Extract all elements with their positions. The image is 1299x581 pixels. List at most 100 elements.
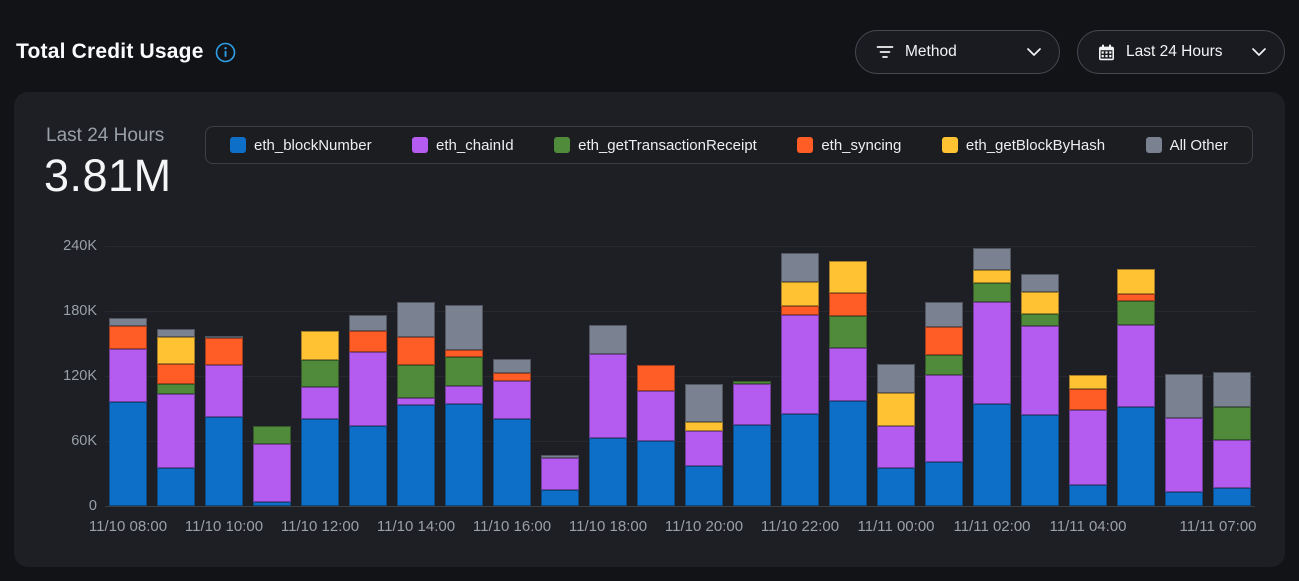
bar-segment[interactable]: [1213, 371, 1251, 408]
bar-segment[interactable]: [541, 489, 579, 506]
stacked-bar[interactable]: [1117, 268, 1155, 506]
bar-segment[interactable]: [157, 468, 195, 506]
legend-item[interactable]: All Other: [1145, 137, 1228, 154]
bar-segment[interactable]: [685, 431, 723, 466]
bar-segment[interactable]: [1117, 293, 1155, 302]
bar-segment[interactable]: [637, 441, 675, 506]
stacked-bar[interactable]: [637, 365, 675, 506]
bar-segment[interactable]: [253, 425, 291, 445]
stacked-bar[interactable]: [781, 252, 819, 506]
bar-segment[interactable]: [1213, 439, 1251, 488]
bar-segment[interactable]: [157, 329, 195, 337]
bar-segment[interactable]: [397, 365, 435, 398]
bar-segment[interactable]: [1213, 407, 1251, 440]
bar-segment[interactable]: [445, 404, 483, 506]
legend-item[interactable]: eth_syncing: [797, 137, 901, 154]
stacked-bar[interactable]: [1165, 373, 1203, 506]
bar-segment[interactable]: [397, 337, 435, 366]
info-icon[interactable]: [215, 42, 236, 63]
bar-segment[interactable]: [397, 405, 435, 506]
bar-segment[interactable]: [973, 302, 1011, 405]
stacked-bar[interactable]: [925, 302, 963, 506]
bar-segment[interactable]: [397, 302, 435, 337]
bar-segment[interactable]: [637, 391, 675, 441]
legend-item[interactable]: eth_chainId: [412, 137, 514, 154]
bar-segment[interactable]: [829, 400, 867, 506]
bar-segment[interactable]: [589, 325, 627, 355]
bar-segment[interactable]: [781, 413, 819, 506]
bar-segment[interactable]: [493, 372, 531, 382]
bar-segment[interactable]: [541, 458, 579, 490]
bar-segment[interactable]: [445, 350, 483, 357]
bar-segment[interactable]: [589, 354, 627, 438]
bar-segment[interactable]: [1213, 487, 1251, 506]
bar-segment[interactable]: [925, 355, 963, 375]
bar-segment[interactable]: [205, 417, 243, 506]
bar-segment[interactable]: [925, 302, 963, 328]
bar-segment[interactable]: [973, 404, 1011, 506]
bar-segment[interactable]: [1165, 373, 1203, 419]
bar-segment[interactable]: [1021, 274, 1059, 292]
bar-segment[interactable]: [685, 421, 723, 432]
bar-segment[interactable]: [1021, 326, 1059, 415]
bar-segment[interactable]: [1117, 407, 1155, 506]
bar-segment[interactable]: [349, 352, 387, 426]
bar-segment[interactable]: [973, 269, 1011, 283]
bar-segment[interactable]: [253, 501, 291, 506]
bar-segment[interactable]: [829, 347, 867, 401]
bar-segment[interactable]: [1021, 314, 1059, 327]
bar-segment[interactable]: [157, 383, 195, 395]
bar-segment[interactable]: [637, 365, 675, 392]
bar-segment[interactable]: [253, 444, 291, 502]
bar-segment[interactable]: [1069, 374, 1107, 389]
stacked-bar[interactable]: [397, 302, 435, 506]
bar-segment[interactable]: [301, 419, 339, 506]
stacked-bar[interactable]: [733, 381, 771, 506]
stacked-bar[interactable]: [493, 358, 531, 506]
bar-segment[interactable]: [301, 386, 339, 420]
bar-segment[interactable]: [445, 385, 483, 405]
time-range-dropdown[interactable]: Last 24 Hours: [1077, 30, 1285, 74]
bar-segment[interactable]: [733, 424, 771, 506]
legend-item[interactable]: eth_getTransactionReceipt: [554, 137, 757, 154]
bar-segment[interactable]: [493, 358, 531, 373]
bar-segment[interactable]: [349, 330, 387, 353]
bar-segment[interactable]: [397, 397, 435, 406]
legend-item[interactable]: eth_getBlockByHash: [941, 137, 1105, 154]
stacked-bar[interactable]: [685, 383, 723, 506]
bar-segment[interactable]: [109, 348, 147, 402]
bar-segment[interactable]: [1069, 389, 1107, 410]
bar-segment[interactable]: [301, 330, 339, 360]
stacked-bar[interactable]: [349, 315, 387, 506]
bar-segment[interactable]: [1165, 418, 1203, 492]
bar-segment[interactable]: [157, 364, 195, 384]
legend-item[interactable]: eth_blockNumber: [230, 137, 372, 154]
bar-segment[interactable]: [109, 317, 147, 327]
bar-segment[interactable]: [1117, 301, 1155, 326]
bar-segment[interactable]: [829, 292, 867, 317]
bar-segment[interactable]: [301, 359, 339, 387]
bar-segment[interactable]: [877, 393, 915, 426]
bar-segment[interactable]: [1117, 268, 1155, 294]
stacked-bar[interactable]: [1069, 374, 1107, 506]
bar-segment[interactable]: [925, 374, 963, 462]
bar-segment[interactable]: [493, 381, 531, 420]
bar-segment[interactable]: [589, 437, 627, 506]
bar-segment[interactable]: [829, 316, 867, 348]
bar-segment[interactable]: [877, 468, 915, 506]
bar-segment[interactable]: [877, 364, 915, 394]
bar-segment[interactable]: [205, 335, 243, 339]
bar-segment[interactable]: [877, 425, 915, 469]
bar-segment[interactable]: [109, 402, 147, 506]
bar-segment[interactable]: [781, 315, 819, 414]
bar-segment[interactable]: [973, 282, 1011, 303]
stacked-bar[interactable]: [1213, 371, 1251, 506]
stacked-bar[interactable]: [205, 335, 243, 506]
bar-segment[interactable]: [157, 394, 195, 469]
bar-segment[interactable]: [925, 327, 963, 356]
bar-segment[interactable]: [205, 338, 243, 366]
bar-segment[interactable]: [733, 383, 771, 425]
bar-segment[interactable]: [781, 305, 819, 316]
bar-segment[interactable]: [493, 419, 531, 506]
bar-segment[interactable]: [733, 381, 771, 384]
